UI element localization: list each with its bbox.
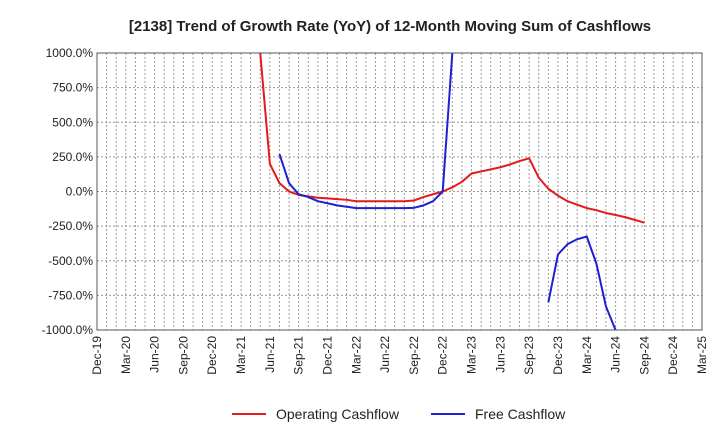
y-tick-label: 250.0% <box>52 150 93 164</box>
chart-title: [2138] Trend of Growth Rate (YoY) of 12-… <box>129 18 651 35</box>
y-tick-label: 1000.0% <box>46 46 94 60</box>
y-tick-label: -500.0% <box>48 254 93 268</box>
y-tick-label: 0.0% <box>66 185 94 199</box>
x-tick-label: Jun-20 <box>148 336 162 373</box>
x-tick-label: Mar-20 <box>119 336 133 374</box>
x-tick-label: Mar-24 <box>580 336 594 374</box>
x-tick-label: Mar-21 <box>234 336 248 374</box>
x-tick-label: Dec-21 <box>320 336 334 375</box>
y-tick-label: -250.0% <box>48 219 93 233</box>
x-tick-label: Jun-24 <box>609 336 623 373</box>
series-line-free-cashflow <box>547 235 617 330</box>
legend-label-operating-cashflow: Operating Cashflow <box>276 406 400 422</box>
y-tick-label: 750.0% <box>52 81 93 95</box>
plot-lines <box>259 53 645 330</box>
y-axis: -1000.0% -750.0% -500.0% -250.0% 0.0% 250.0% 5… <box>42 46 94 337</box>
x-tick-label: Jun-23 <box>493 336 507 373</box>
x-tick-label: Sep-22 <box>407 336 421 375</box>
x-tick-label: Sep-21 <box>292 336 306 375</box>
plot-frame <box>96 52 703 331</box>
grid <box>96 52 703 331</box>
x-tick-label: Dec-22 <box>436 336 450 375</box>
x-tick-label: Sep-20 <box>176 336 190 375</box>
x-tick-label: Dec-20 <box>205 336 219 375</box>
series-line-free-cashflow <box>278 53 454 210</box>
x-tick-label: Mar-22 <box>349 336 363 374</box>
x-tick-label: Mar-23 <box>465 336 479 374</box>
y-tick-label: 500.0% <box>52 115 93 129</box>
x-tick-label: Dec-23 <box>551 336 565 375</box>
legend-label-free-cashflow: Free Cashflow <box>475 406 566 422</box>
legend: Operating Cashflow Free Cashflow <box>232 406 566 422</box>
y-tick-label: -750.0% <box>48 288 93 302</box>
series-line-operating-cashflow <box>259 53 645 224</box>
x-tick-label: Jun-22 <box>378 336 392 373</box>
x-tick-label: Dec-19 <box>90 336 104 375</box>
x-axis: Dec-19 Mar-20 Jun-20 Sep-20 Dec-20 Mar-21 Jun-… <box>90 336 709 375</box>
x-tick-label: Sep-24 <box>637 336 651 375</box>
y-tick-label: -1000.0% <box>42 323 94 337</box>
x-tick-label: Dec-24 <box>666 336 680 375</box>
x-tick-label: Jun-21 <box>263 336 277 373</box>
x-tick-label: Mar-25 <box>695 336 709 374</box>
x-tick-label: Sep-23 <box>522 336 536 375</box>
